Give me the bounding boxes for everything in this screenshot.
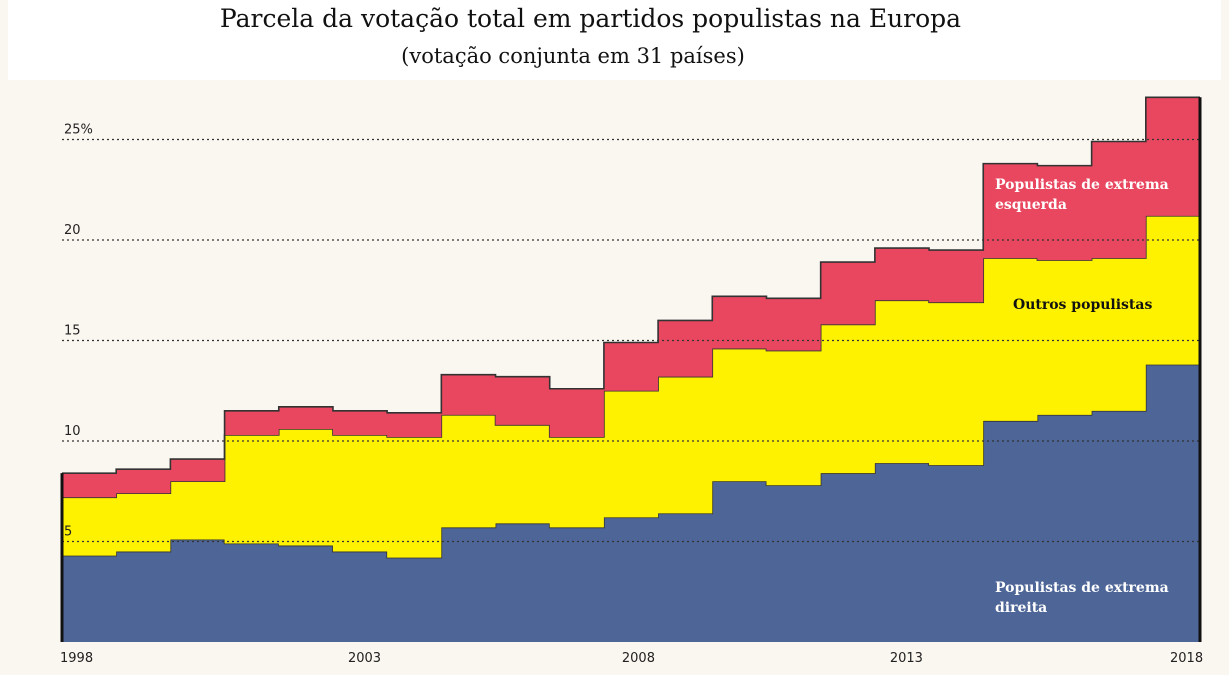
segment-1-2018 — [1146, 216, 1200, 365]
x-tick-label: 2008 — [622, 651, 655, 666]
series-top-line-2 — [62, 96, 1200, 474]
segment-1-2012 — [821, 324, 875, 473]
segment-1-2013 — [875, 300, 929, 463]
x-tick-label: 2018 — [1170, 651, 1203, 666]
y-tick-label: 10 — [64, 424, 81, 439]
legend-label-extreme-left: Populistas de extrema esquerda — [995, 177, 1169, 213]
title-box: Parcela da votação total em partidos pop… — [8, 0, 1221, 80]
segment-2-2005 — [441, 375, 495, 415]
segment-2-2012 — [821, 262, 875, 324]
y-tick-label: 15 — [64, 324, 81, 339]
segment-1-2002 — [279, 429, 333, 546]
segment-1-2007 — [550, 437, 604, 527]
segment-0-2005 — [441, 527, 495, 642]
area-series-2 — [62, 97, 1200, 498]
segment-2-2009 — [658, 320, 712, 376]
segment-1-2004 — [387, 437, 441, 558]
segment-1-2017 — [1092, 258, 1146, 411]
segment-0-2011 — [766, 485, 820, 642]
segment-1-2015 — [983, 258, 1037, 421]
segment-1-2016 — [1037, 260, 1091, 415]
y-tick-label: 25% — [64, 123, 93, 138]
segment-0-2004 — [387, 558, 441, 642]
segment-1-1999 — [116, 493, 170, 551]
segment-2-1998 — [62, 473, 116, 497]
x-tick-label: 2003 — [348, 651, 381, 666]
segment-1-2005 — [441, 415, 495, 528]
segment-2-2004 — [387, 413, 441, 437]
segment-2-2007 — [550, 389, 604, 437]
x-tick-label: 2013 — [890, 651, 923, 666]
segment-0-1998 — [62, 556, 116, 642]
segment-0-2017 — [1092, 411, 1146, 642]
segment-1-2011 — [766, 351, 820, 486]
segment-0-2000 — [170, 539, 224, 642]
segment-2-2001 — [225, 411, 279, 435]
segment-2-1999 — [116, 469, 170, 493]
area-series-1 — [62, 215, 1200, 558]
segment-0-2013 — [875, 463, 929, 642]
segment-2-2011 — [766, 298, 820, 350]
segment-0-2014 — [929, 465, 983, 642]
y-tick-label: 20 — [64, 223, 81, 238]
legend-label-other: Outros populistas — [1013, 297, 1152, 313]
segment-2-2002 — [279, 407, 333, 429]
segment-0-2007 — [550, 527, 604, 642]
segment-2-2013 — [875, 248, 929, 300]
segment-1-2001 — [225, 435, 279, 544]
segment-0-2002 — [279, 546, 333, 642]
segment-1-2009 — [658, 377, 712, 514]
x-tick-label: 1998 — [60, 651, 93, 666]
legend-label-extreme-right: Populistas de extrema direita — [995, 580, 1169, 616]
segment-2-2000 — [170, 459, 224, 481]
segment-0-1999 — [116, 552, 170, 642]
segment-0-2003 — [333, 552, 387, 642]
segment-1-2006 — [496, 425, 550, 523]
segment-2-2003 — [333, 411, 387, 435]
segment-2-2014 — [929, 250, 983, 302]
segment-0-2009 — [658, 513, 712, 642]
chart-title: Parcela da votação total em partidos pop… — [219, 4, 962, 33]
segment-0-2008 — [604, 517, 658, 642]
area-series-0 — [62, 364, 1200, 642]
segment-1-2010 — [712, 349, 766, 482]
chart-subtitle: (votação conjunta em 31 países) — [401, 44, 745, 68]
segment-2-2008 — [604, 343, 658, 391]
segment-2-2018 — [1146, 97, 1200, 216]
segment-1-2008 — [604, 391, 658, 518]
y-tick-label: 5 — [64, 525, 72, 540]
segment-0-2010 — [712, 481, 766, 642]
segment-1-2003 — [333, 435, 387, 552]
segment-0-2018 — [1146, 365, 1200, 642]
segment-2-2006 — [496, 377, 550, 425]
segment-0-2012 — [821, 473, 875, 642]
segment-1-2000 — [170, 481, 224, 539]
segment-0-2001 — [225, 544, 279, 642]
